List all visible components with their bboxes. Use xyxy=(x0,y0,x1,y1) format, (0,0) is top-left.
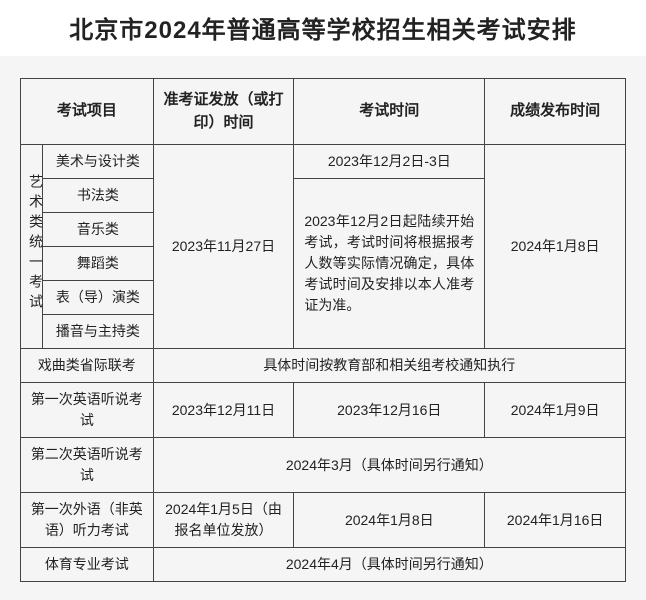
table-row: 第一次英语听说考试 2023年12月11日 2023年12月16日 2024年1… xyxy=(21,383,626,438)
art-exam-1: 2023年12月2日-3日 xyxy=(294,145,485,179)
th-project: 考试项目 xyxy=(21,79,154,145)
table-row: 第二次英语听说考试 2024年3月（具体时间另行通知） xyxy=(21,438,626,493)
page-title: 北京市2024年普通高等学校招生相关考试安排 xyxy=(8,10,638,45)
th-examtime: 考试时间 xyxy=(294,79,485,145)
eng1-project: 第一次英语听说考试 xyxy=(21,383,154,438)
foreign-result: 2024年1月16日 xyxy=(485,493,626,548)
art-sub-1: 美术与设计类 xyxy=(43,145,154,179)
table-row: 第一次外语（非英语）听力考试 2024年1月5日（由报名单位发放） 2024年1… xyxy=(21,493,626,548)
drama-merged: 具体时间按教育部和相关组考校通知执行 xyxy=(153,349,625,383)
foreign-ticket: 2024年1月5日（由报名单位发放） xyxy=(153,493,294,548)
art-result: 2024年1月8日 xyxy=(485,145,626,349)
art-sub-2: 书法类 xyxy=(43,179,154,213)
header-row: 考试项目 准考证发放（或打印）时间 考试时间 成绩发布时间 xyxy=(21,79,626,145)
art-sub-5: 表（导）演类 xyxy=(43,281,154,315)
title-bar: 北京市2024年普通高等学校招生相关考试安排 xyxy=(0,0,646,56)
eng2-merged: 2024年3月（具体时间另行通知） xyxy=(153,438,625,493)
art-group-label: 艺术类统一考试 xyxy=(25,174,46,314)
art-sub-4: 舞蹈类 xyxy=(43,247,154,281)
foreign-project: 第一次外语（非英语）听力考试 xyxy=(21,493,154,548)
table-row: 艺术类统一考试 美术与设计类 2023年11月27日 2023年12月2日-3日… xyxy=(21,145,626,179)
th-result: 成绩发布时间 xyxy=(485,79,626,145)
pe-merged: 2024年4月（具体时间另行通知） xyxy=(153,548,625,582)
table-container: 考试项目 准考证发放（或打印）时间 考试时间 成绩发布时间 艺术类统一考试 美术… xyxy=(0,56,646,600)
art-group-cell: 艺术类统一考试 xyxy=(21,145,43,349)
eng2-project: 第二次英语听说考试 xyxy=(21,438,154,493)
art-exam-2: 2023年12月2日起陆续开始考试，考试时间将根据报考人数等实际情况确定，具体考… xyxy=(294,179,485,349)
pe-project: 体育专业考试 xyxy=(21,548,154,582)
schedule-table: 考试项目 准考证发放（或打印）时间 考试时间 成绩发布时间 艺术类统一考试 美术… xyxy=(20,78,626,582)
drama-project: 戏曲类省际联考 xyxy=(21,349,154,383)
eng1-exam: 2023年12月16日 xyxy=(294,383,485,438)
foreign-exam: 2024年1月8日 xyxy=(294,493,485,548)
art-sub-6: 播音与主持类 xyxy=(43,315,154,349)
eng1-ticket: 2023年12月11日 xyxy=(153,383,294,438)
table-row: 戏曲类省际联考 具体时间按教育部和相关组考校通知执行 xyxy=(21,349,626,383)
th-ticket: 准考证发放（或打印）时间 xyxy=(153,79,294,145)
eng1-result: 2024年1月9日 xyxy=(485,383,626,438)
art-ticket: 2023年11月27日 xyxy=(153,145,294,349)
art-sub-3: 音乐类 xyxy=(43,213,154,247)
table-row: 体育专业考试 2024年4月（具体时间另行通知） xyxy=(21,548,626,582)
